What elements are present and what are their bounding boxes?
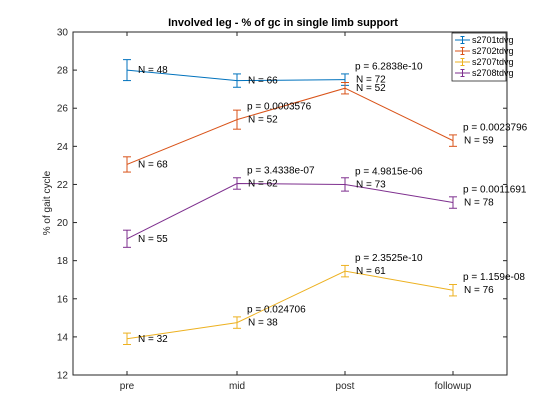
y-tick-label: 12 bbox=[57, 371, 69, 382]
series-line bbox=[126, 87, 454, 165]
n-count-annotation: N = 78 bbox=[464, 198, 494, 209]
x-tick-label-post: post bbox=[336, 381, 355, 392]
legend-item-s2708tdvg: s2708tdvg bbox=[455, 68, 514, 78]
p-value-annotation: p = 4.9815e-06 bbox=[355, 166, 423, 177]
legend-label: s2702tdvg bbox=[472, 46, 514, 56]
p-value-annotation: p = 0.0023796 bbox=[463, 123, 528, 134]
n-count-annotation: N = 48 bbox=[138, 65, 168, 76]
y-tick-label: 24 bbox=[57, 142, 69, 153]
n-count-annotation: N = 32 bbox=[138, 334, 168, 345]
error-bar bbox=[233, 177, 241, 190]
n-count-annotation: N = 52 bbox=[356, 83, 386, 94]
n-count-annotation: N = 55 bbox=[138, 234, 168, 245]
legend-label: s2708tdvg bbox=[472, 68, 514, 78]
legend-label: s2701tdvg bbox=[472, 35, 514, 45]
error-bar bbox=[449, 134, 457, 147]
legend-item-s2707tdvg: s2707tdvg bbox=[455, 57, 514, 67]
legend-item-s2702tdvg: s2702tdvg bbox=[455, 46, 514, 56]
series-s2701tdvg: N = 48 N = 66 p = 6.2838e-10 N = 72 bbox=[123, 59, 423, 88]
p-value-annotation: p = 1.159e-08 bbox=[463, 272, 525, 283]
error-bar bbox=[123, 229, 131, 248]
series-line bbox=[126, 182, 454, 240]
y-tick-label: 26 bbox=[57, 104, 69, 115]
y-tick-label: 30 bbox=[57, 28, 69, 39]
error-bar bbox=[449, 196, 457, 209]
error-bar bbox=[233, 109, 241, 130]
y-tick-label: 18 bbox=[57, 256, 69, 267]
p-value-annotation: p = 3.4338e-07 bbox=[247, 165, 315, 176]
legend-label: s2707tdvg bbox=[472, 57, 514, 67]
y-tick-label: 22 bbox=[57, 180, 69, 191]
n-count-annotation: N = 73 bbox=[356, 179, 386, 190]
y-tick-label: 16 bbox=[57, 294, 69, 305]
y-tick-label: 20 bbox=[57, 218, 69, 229]
error-bar bbox=[341, 264, 349, 278]
n-count-annotation: N = 52 bbox=[248, 115, 278, 126]
error-bar bbox=[123, 156, 131, 173]
legend-item-s2701tdvg: s2701tdvg bbox=[455, 35, 514, 45]
series-layer: N = 48 N = 66 p = 6.2838e-10 N = 72 N = 68 p … bbox=[123, 59, 528, 346]
error-bar bbox=[123, 59, 131, 82]
chart-title: Involved leg - % of gc in single limb su… bbox=[168, 17, 398, 29]
p-value-annotation: p = 6.2838e-10 bbox=[355, 62, 423, 73]
x-tick-label-mid: mid bbox=[229, 381, 245, 392]
series-s2702tdvg: N = 68 p = 0.0003576 N = 52 N = 52 p = 0.002… bbox=[123, 81, 528, 173]
n-count-annotation: N = 72 bbox=[356, 75, 386, 86]
y-tick-label: 14 bbox=[57, 332, 69, 343]
p-value-annotation: p = 0.0011691 bbox=[463, 185, 527, 196]
p-value-annotation: p = 0.0003576 bbox=[247, 102, 312, 113]
error-bar bbox=[233, 73, 241, 88]
series-s2708tdvg: N = 55 p = 3.4338e-07 N = 62 p = 4.9815e-06… bbox=[123, 165, 527, 248]
n-count-annotation: N = 62 bbox=[248, 178, 278, 189]
p-value-annotation: p = 2.3525e-10 bbox=[355, 253, 423, 264]
error-bar bbox=[123, 332, 131, 346]
error-bar bbox=[449, 283, 457, 297]
x-tick-label-followup: followup bbox=[435, 381, 472, 392]
axes: 12 14 16 18 20 22 24 26 28 30 pre mid post followup bbox=[57, 28, 508, 392]
y-axis-label: % of gait cycle bbox=[42, 170, 53, 235]
error-bar bbox=[341, 177, 349, 192]
n-count-annotation: N = 68 bbox=[138, 159, 168, 170]
plot-frame bbox=[72, 31, 508, 376]
error-bar bbox=[341, 81, 349, 95]
n-count-annotation: N = 59 bbox=[464, 136, 494, 147]
error-bar bbox=[233, 316, 241, 329]
n-count-annotation: N = 76 bbox=[464, 285, 494, 296]
series-s2707tdvg: N = 32 p = 0.024706 N = 38 p = 2.3525e-10 N … bbox=[123, 253, 525, 346]
series-line bbox=[126, 270, 454, 340]
y-tick-label: 28 bbox=[57, 66, 69, 77]
x-tick-label-pre: pre bbox=[120, 381, 135, 392]
n-count-annotation: N = 66 bbox=[248, 76, 278, 87]
n-count-annotation: N = 38 bbox=[248, 318, 278, 329]
n-count-annotation: N = 61 bbox=[356, 266, 386, 277]
p-value-annotation: p = 0.024706 bbox=[247, 305, 306, 316]
